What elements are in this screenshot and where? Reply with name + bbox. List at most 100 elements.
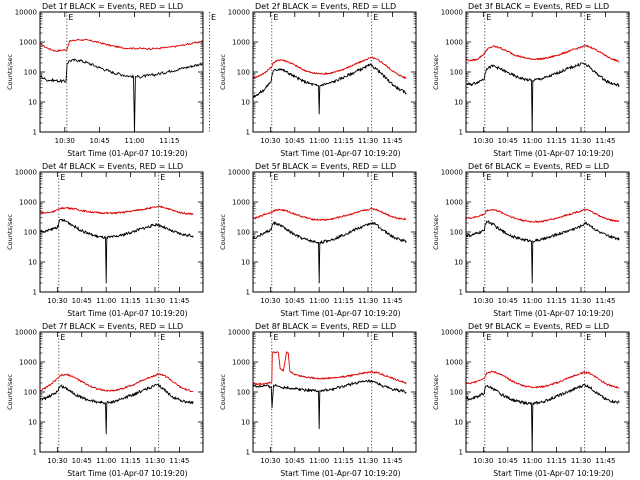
chart-panel-6: Det 6f BLACK = Events, RED = LLD Counts/s… (426, 160, 639, 320)
x-tick-label: 10:45 (285, 137, 305, 145)
x-axis-label: Start Time (01-Apr-07 10:19:20) (67, 469, 187, 478)
x-tick-label: 10:45 (72, 297, 92, 305)
chart-svg-6: Det 6f BLACK = Events, RED = LLD Counts/s… (432, 162, 630, 318)
chart-panel-3: Det 3f BLACK = Events, RED = LLD Counts/s… (426, 0, 639, 160)
y-tick-label: 1000 (445, 199, 463, 207)
y-tick-label: 100 (237, 389, 250, 397)
y-tick-label: 1000 (232, 359, 250, 367)
lld-series-line (465, 208, 620, 223)
marker-end-label: E (160, 173, 165, 182)
y-axis-label: Counts/sec (219, 54, 227, 90)
y-tick-label: 10000 (441, 169, 463, 177)
plot-frame (465, 331, 630, 453)
y-tick-label: 10 (454, 99, 463, 107)
events-series-line (252, 379, 407, 430)
y-tick-label: 1000 (232, 199, 250, 207)
lld-series-line (465, 45, 620, 63)
y-tick-label: 1 (459, 289, 463, 297)
marker-start-label: E (68, 13, 73, 22)
x-tick-label: 11:45 (169, 297, 189, 305)
lld-series-line (39, 38, 203, 53)
y-axis-label: Counts/sec (219, 374, 227, 410)
y-tick-label: 1000 (19, 359, 37, 367)
x-tick-label: 10:30 (473, 457, 493, 465)
events-series-line (39, 218, 194, 284)
x-tick-label: 10:30 (260, 297, 280, 305)
lld-series-line (465, 370, 620, 389)
x-tick-label: 11:15 (333, 457, 353, 465)
y-tick-label: 100 (450, 229, 463, 237)
x-tick-label: 11:30 (358, 137, 378, 145)
chart-title: Det 5f BLACK = Events, RED = LLD (255, 162, 396, 171)
x-tick-label: 11:30 (145, 297, 165, 305)
y-tick-label: 100 (24, 389, 37, 397)
x-tick-label: 11:45 (595, 137, 615, 145)
x-tick-label: 11:15 (546, 137, 566, 145)
y-tick-label: 1000 (19, 39, 37, 47)
marker-start-label: E (486, 173, 491, 182)
x-tick-label: 11:15 (159, 137, 179, 145)
x-tick-label: 10:30 (47, 457, 67, 465)
x-axis-label: Start Time (01-Apr-07 10:19:20) (67, 149, 187, 158)
chart-panel-8: Det 8f BLACK = Events, RED = LLD Counts/s… (213, 320, 426, 480)
lld-series-line (252, 351, 407, 386)
events-series-line (465, 383, 620, 453)
y-tick-label: 100 (450, 389, 463, 397)
y-tick-label: 10 (241, 99, 250, 107)
chart-panel-4: Det 4f BLACK = Events, RED = LLD Counts/s… (0, 160, 213, 320)
marker-end-label: E (211, 13, 216, 22)
marker-end-label: E (373, 333, 378, 342)
chart-svg-4: Det 4f BLACK = Events, RED = LLD Counts/s… (6, 162, 204, 318)
y-axis-label: Counts/sec (6, 54, 14, 90)
y-axis-label: Counts/sec (432, 374, 440, 410)
marker-end-label: E (160, 333, 165, 342)
x-tick-label: 11:30 (571, 297, 591, 305)
y-axis-label: Counts/sec (432, 214, 440, 250)
chart-title: Det 4f BLACK = Events, RED = LLD (42, 162, 183, 171)
x-tick-label: 10:45 (285, 457, 305, 465)
chart-svg-9: Det 9f BLACK = Events, RED = LLD Counts/s… (432, 322, 630, 478)
x-axis-label: Start Time (01-Apr-07 10:19:20) (493, 309, 613, 318)
y-tick-label: 100 (237, 229, 250, 237)
y-tick-label: 1000 (19, 199, 37, 207)
x-tick-label: 11:45 (382, 297, 402, 305)
x-tick-label: 11:30 (358, 457, 378, 465)
y-tick-label: 100 (24, 229, 37, 237)
x-tick-label: 11:45 (169, 457, 189, 465)
y-tick-label: 1 (33, 289, 37, 297)
x-tick-label: 11:00 (96, 297, 116, 305)
marker-end-label: E (373, 13, 378, 22)
x-tick-label: 11:15 (333, 297, 353, 305)
y-tick-label: 10000 (441, 9, 463, 17)
y-tick-label: 1000 (445, 39, 463, 47)
y-tick-label: 10 (241, 259, 250, 267)
plot-frame (252, 331, 417, 453)
chart-panel-9: Det 9f BLACK = Events, RED = LLD Counts/s… (426, 320, 639, 480)
chart-svg-1: Det 1f BLACK = Events, RED = LLD Counts/s… (6, 2, 216, 158)
x-tick-label: 10:30 (473, 137, 493, 145)
plot-frame (39, 331, 204, 453)
x-tick-label: 11:30 (571, 137, 591, 145)
x-tick-label: 10:30 (473, 297, 493, 305)
y-tick-label: 10000 (15, 169, 37, 177)
lld-series-line (39, 205, 194, 216)
x-tick-label: 11:00 (309, 137, 329, 145)
y-tick-label: 10000 (15, 329, 37, 337)
y-tick-label: 100 (237, 69, 250, 77)
chart-title: Det 2f BLACK = Events, RED = LLD (255, 2, 396, 11)
y-tick-label: 10000 (441, 329, 463, 337)
events-series-line (252, 221, 407, 284)
chart-title: Det 8f BLACK = Events, RED = LLD (255, 322, 396, 331)
y-tick-label: 100 (24, 69, 37, 77)
events-series-line (465, 62, 620, 133)
x-tick-label: 11:00 (309, 457, 329, 465)
marker-start-label: E (60, 173, 65, 182)
y-tick-label: 10000 (228, 9, 250, 17)
lld-series-line (39, 373, 194, 393)
marker-start-label: E (273, 173, 278, 182)
x-tick-label: 10:45 (72, 457, 92, 465)
x-tick-label: 11:45 (595, 457, 615, 465)
chart-svg-7: Det 7f BLACK = Events, RED = LLD Counts/s… (6, 322, 204, 478)
x-tick-label: 11:15 (546, 457, 566, 465)
